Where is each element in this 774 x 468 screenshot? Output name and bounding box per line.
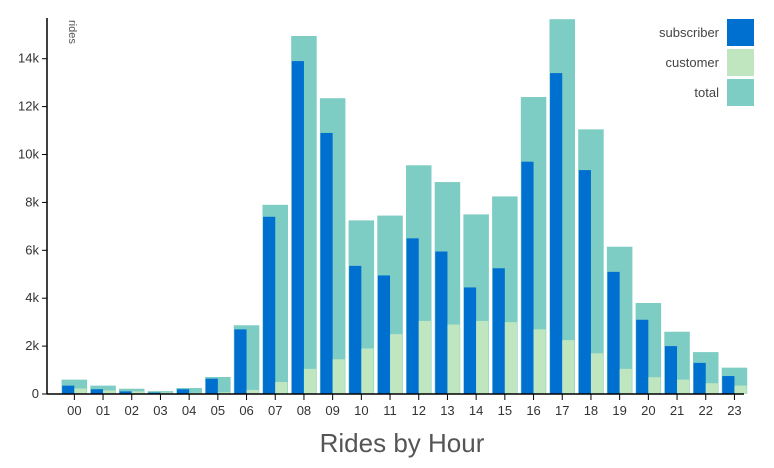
bar-subscriber-19	[607, 271, 620, 394]
axes-layer: 0 2k 4k 6k 8k 10k 12k 14k 00 01 02 03 04 05 06 07 08 09 10…	[18, 18, 744, 418]
x-tick-label: 08	[297, 403, 311, 418]
x-tick-label: 01	[96, 403, 110, 418]
bar-subscriber-12	[406, 238, 419, 394]
bar-subscriber-16	[521, 161, 534, 394]
bar-customer-18	[590, 353, 604, 394]
bar-subscriber-17	[550, 73, 563, 395]
x-tick-label: 04	[182, 403, 196, 418]
bar-subscriber-00	[62, 385, 75, 394]
bar-customer-00	[74, 388, 87, 394]
chart-title: Rides by Hour	[320, 428, 485, 458]
y-tick-label: 8k	[25, 194, 39, 209]
legend-swatch-customer	[727, 49, 754, 76]
bar-customer-17	[562, 340, 575, 394]
x-tick-label: 12	[412, 403, 426, 418]
y-tick-label: 6k	[25, 242, 39, 257]
bar-customer-12	[418, 320, 431, 394]
bar-subscriber-05	[205, 378, 218, 394]
bar-subscriber-21	[664, 346, 678, 394]
bar-customer-11	[390, 334, 403, 394]
x-tick-label: 06	[239, 403, 253, 418]
bar-customer-06	[246, 389, 259, 394]
x-tick-label: 03	[153, 403, 167, 418]
bar-subscriber-18	[578, 170, 591, 394]
x-tick-label: 18	[584, 403, 598, 418]
bar-subscriber-11	[377, 275, 391, 394]
x-tick-label: 15	[498, 403, 512, 418]
legend-swatch-total	[727, 79, 754, 106]
bar-subscriber-06	[234, 329, 247, 394]
bar-customer-09	[332, 359, 345, 394]
y-tick-label: 4k	[25, 290, 39, 305]
legend-label-total: total	[694, 85, 719, 100]
bar-customer-02	[131, 391, 144, 394]
bar-subscriber-15	[492, 268, 505, 394]
bar-customer-07	[275, 382, 288, 394]
x-tick-label: 14	[469, 403, 483, 418]
bar-subscriber-02	[119, 391, 132, 394]
bar-subscriber-08	[291, 61, 304, 395]
legend-label-subscriber: subscriber	[659, 25, 720, 40]
x-tick-label: 23	[727, 403, 741, 418]
x-tick-label: 00	[67, 403, 81, 418]
x-tick-label: 16	[526, 403, 540, 418]
bar-customer-19	[619, 368, 632, 394]
x-tick-label: 11	[383, 403, 397, 418]
bar-customer-08	[303, 368, 317, 394]
bar-customer-23	[734, 385, 747, 394]
bar-subscriber-07	[263, 216, 276, 394]
x-tick-label: 05	[211, 403, 225, 418]
bar-customer-13	[447, 324, 460, 394]
bar-customer-21	[677, 379, 690, 394]
legend-label-customer: customer	[666, 55, 720, 70]
bar-customer-14	[476, 320, 489, 394]
y-tick-label: 0	[32, 386, 39, 401]
y-tick-label: 14k	[18, 51, 39, 66]
x-tick-label: 10	[354, 403, 368, 418]
y-axis-label: rides	[66, 20, 78, 44]
bar-subscriber-14	[463, 287, 477, 394]
x-tick-label: 20	[641, 403, 655, 418]
x-tick-label: 13	[440, 403, 454, 418]
x-tick-label: 22	[699, 403, 713, 418]
bar-customer-15	[504, 322, 518, 394]
x-tick-label: 19	[612, 403, 626, 418]
bar-subscriber-10	[349, 265, 362, 394]
bar-customer-05	[217, 392, 231, 394]
x-tick-label: 02	[125, 403, 139, 418]
bar-subscriber-09	[320, 132, 333, 394]
x-tick-label: 17	[555, 403, 569, 418]
legend-swatch-subscriber	[727, 19, 754, 46]
x-tick-label: 09	[325, 403, 339, 418]
bar-subscriber-01	[90, 389, 104, 394]
bar-subscriber-20	[636, 319, 649, 394]
x-tick-label: 21	[670, 403, 684, 418]
x-tick-label: 07	[268, 403, 282, 418]
bar-customer-10	[361, 348, 374, 394]
y-tick-label: 2k	[25, 338, 39, 353]
y-tick-label: 12k	[18, 99, 39, 114]
bar-subscriber-13	[435, 251, 448, 394]
bars-layer	[61, 19, 748, 395]
bar-subscriber-23	[722, 376, 735, 394]
bar-customer-16	[533, 329, 546, 394]
bar-customer-22	[705, 383, 718, 394]
bar-customer-20	[648, 377, 661, 394]
bar-customer-01	[103, 390, 116, 394]
bar-subscriber-04	[176, 389, 190, 394]
bar-total-01	[90, 385, 116, 394]
y-tick-label: 10k	[18, 147, 39, 162]
bar-subscriber-22	[693, 362, 706, 394]
legend: subscriber customer total	[659, 19, 754, 106]
